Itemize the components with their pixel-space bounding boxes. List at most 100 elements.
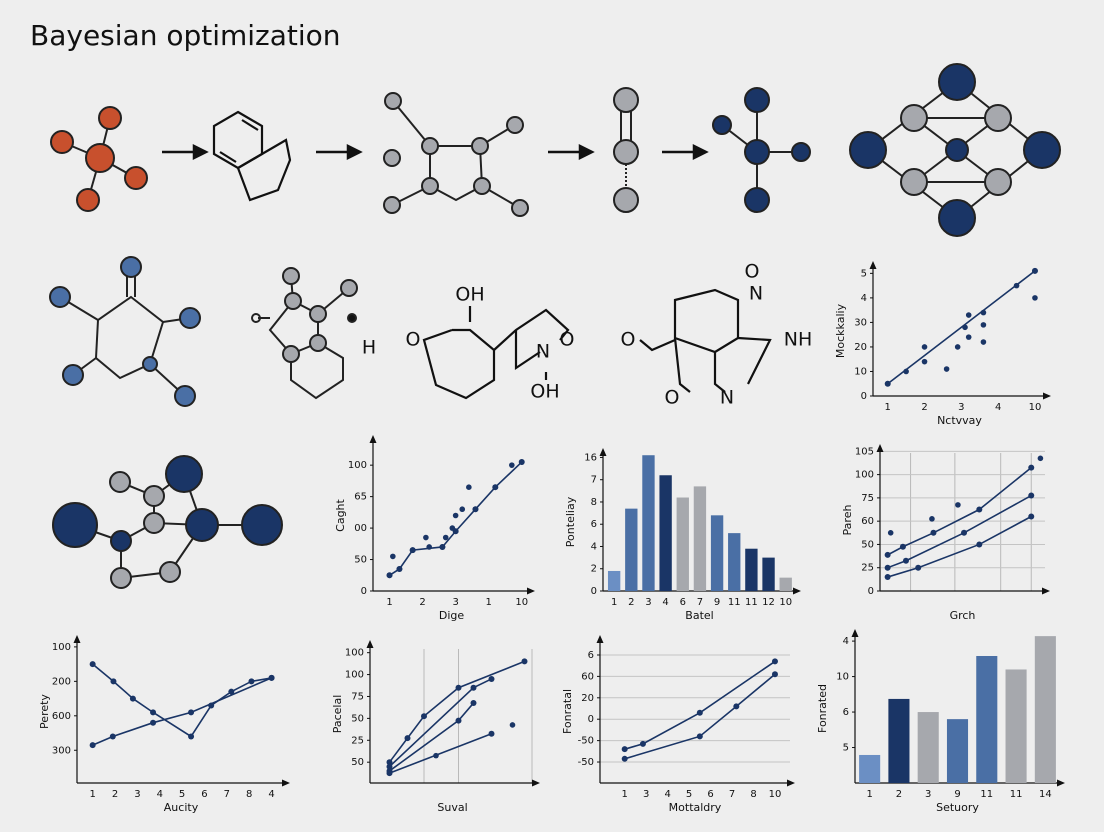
data-point [1028,492,1035,499]
data-point [771,658,778,665]
x-tick-label: 10 [515,597,528,608]
x-tick-label: 4 [157,789,163,800]
axis-arrow [527,587,535,595]
atom-label: O [665,387,680,409]
data-point [470,700,477,707]
y-tick-label: 7 [591,475,597,486]
series-line [887,515,1032,578]
data-point [509,722,516,728]
axis-arrow [1057,779,1065,787]
arrows [162,143,709,161]
bar [779,577,792,591]
y-axis-label: Pacelal [331,695,344,734]
bar [728,533,741,591]
axis-arrow [532,779,540,787]
y-tick-label: 6 [588,650,594,661]
y-tick-label: 25 [351,735,364,746]
y-tick-label: 5 [843,743,849,754]
y-axis-label: Fonratal [561,689,574,734]
bar [946,719,969,783]
x-tick-label: 10 [1029,402,1042,413]
y-tick-label: 00 [354,523,367,534]
x-tick-label: 4 [664,789,670,800]
x-tick-label: 12 [762,597,775,608]
data-point [455,717,462,724]
data-point [915,564,922,571]
data-point [1028,464,1035,471]
data-point [1028,513,1035,520]
x-tick-label: 2 [896,789,902,800]
axis-arrow [1043,392,1051,400]
bar [642,455,655,591]
x-tick-label: 1 [89,789,95,800]
data-point [962,324,968,331]
data-point [459,506,466,513]
y-axis-label: Caght [334,498,347,531]
bar [659,475,672,591]
data-point [455,684,462,691]
x-tick-label: 4 [995,402,1001,413]
y-axis-label: Ponteliay [564,496,577,547]
data-point [696,709,703,716]
mini-chart: 5 6 10 4 1 2 3 9 11 11 14 Setuory Fonrated [816,629,1065,814]
data-point [639,740,646,747]
data-point [150,719,157,726]
y-tick-label: 30 [854,317,867,328]
data-point [884,551,891,558]
data-point [150,709,157,716]
data-point [452,512,459,519]
atom-label: O [406,329,421,351]
data-point [980,339,987,345]
y-tick-label: 0 [861,391,867,402]
y-tick-label: 75 [861,493,874,504]
bar [745,548,758,591]
molecule-blue-ring [49,256,201,407]
atom-label: O [621,329,636,351]
atom-label: NH [784,329,813,351]
data-point [452,528,459,535]
y-tick-label: 6 [843,707,849,718]
data-point [404,735,411,742]
atom-label: N [720,387,734,409]
data-point [884,574,891,581]
data-point [1037,455,1044,462]
series-line [389,461,523,576]
data-point [89,661,96,668]
data-point [421,713,427,720]
axis-arrow [73,635,81,643]
mini-chart: 0 50 00 65 100 1 2 3 1 10 Dige Caght [334,435,535,622]
data-point [955,502,961,508]
data-point [188,709,195,716]
data-point [426,544,432,550]
data-point [129,695,136,702]
x-tick-label: 10 [769,789,782,800]
y-tick-label: -50 [578,757,594,768]
data-point [423,534,429,541]
y-tick-label: 4 [843,636,849,647]
x-tick-label: 11 [745,597,758,608]
y-tick-label: 50 [351,757,364,768]
data-point [433,752,439,759]
data-point [980,309,987,316]
x-axis-label: Batel [685,609,713,622]
axis-arrow [369,435,377,443]
x-tick-label: 11 [980,789,993,800]
data-point [1032,295,1038,301]
y-tick-label: 10 [836,672,849,683]
data-point [887,530,894,536]
x-axis-label: Aucity [164,801,199,814]
y-tick-label: 60 [581,671,594,682]
data-point [518,459,525,465]
molecule-navy-network [52,455,283,589]
bar [693,486,707,591]
data-point [492,484,499,490]
data-point [929,516,935,522]
data-point [89,742,96,749]
y-tick-label: 6 [591,519,597,530]
bar [917,712,939,783]
x-axis-label: Setuory [936,801,979,814]
data-point [390,553,396,560]
x-tick-label: 7 [697,597,703,608]
x-tick-label: 11 [728,597,741,608]
